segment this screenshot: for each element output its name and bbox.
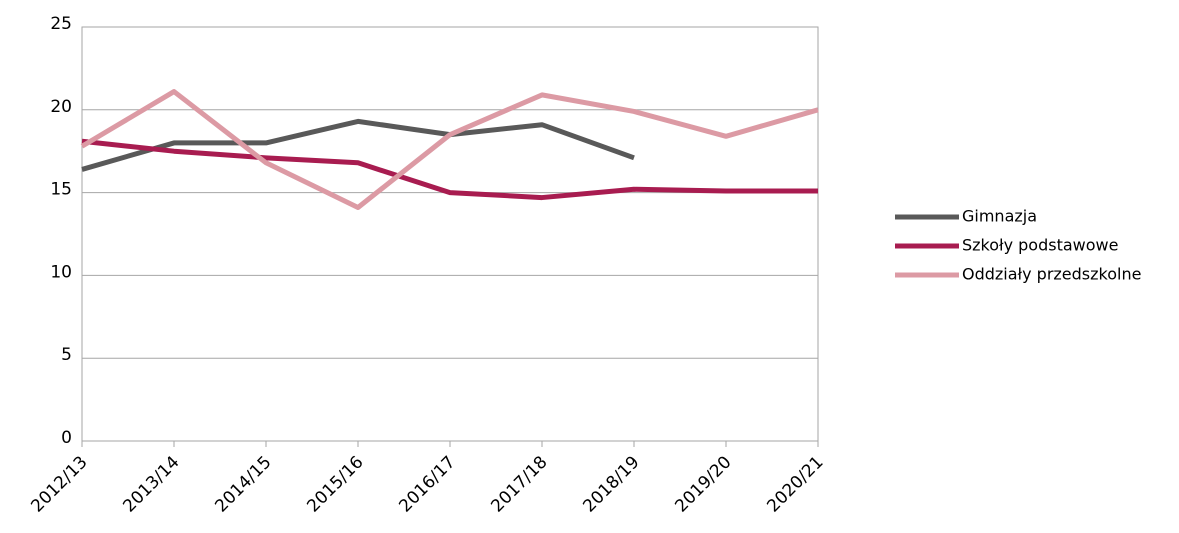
series-line [80,89,819,211]
x-tick-label: 2020/21 [763,452,827,516]
x-tick-label: 2017/18 [487,452,551,516]
plot-border [81,26,819,442]
series-line [81,138,818,201]
x-tick-label: 2016/17 [395,452,459,516]
legend-label: Oddziały przedszkolne [962,265,1141,284]
y-tick-label: 5 [61,345,72,365]
legend-label: Gimnazja [962,207,1037,226]
legend-label: Szkoły podstawowe [962,236,1118,255]
y-tick-label: 20 [50,97,72,117]
y-tick-label: 0 [61,428,72,448]
x-tick-label: 2019/20 [671,452,735,516]
y-tick-label: 10 [50,262,72,282]
y-tick-label: 25 [50,14,72,34]
x-tick-label: 2015/16 [303,452,367,516]
x-tick-label: 2013/14 [119,452,183,516]
x-tick-label: 2012/13 [27,452,91,516]
x-tick-label: 2018/19 [579,452,643,516]
y-tick-label: 15 [50,180,72,200]
series-line [81,118,635,172]
x-tick-label: 2014/15 [211,452,275,516]
